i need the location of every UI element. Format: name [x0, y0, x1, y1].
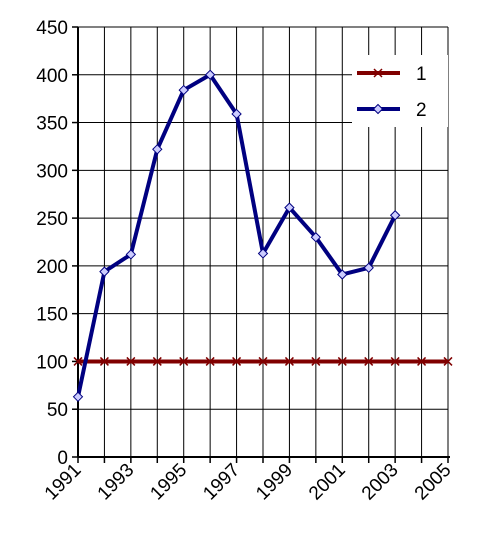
marker	[311, 356, 321, 366]
marker	[205, 356, 215, 366]
y-tick-label: 300	[36, 161, 68, 182]
marker	[126, 356, 136, 366]
legend: 12	[352, 55, 448, 127]
y-tick-label: 150	[36, 305, 68, 326]
y-tick-label: 200	[36, 257, 68, 278]
legend-box	[352, 55, 448, 127]
legend-marker	[373, 68, 383, 78]
marker	[337, 269, 348, 280]
marker	[99, 356, 109, 366]
marker	[258, 356, 268, 366]
x-tick-label: 1997	[199, 460, 244, 505]
marker	[178, 84, 189, 96]
marker	[72, 391, 84, 403]
marker	[363, 262, 374, 274]
marker	[417, 356, 427, 366]
x-tick-label: 1993	[94, 460, 139, 505]
y-tick-label: 250	[36, 209, 68, 230]
marker	[389, 210, 401, 221]
legend-marker	[372, 103, 384, 115]
marker	[232, 356, 242, 366]
marker	[390, 356, 400, 366]
x-tick-label: 1995	[147, 460, 192, 505]
marker	[257, 248, 269, 259]
x-tick-label: 2001	[305, 460, 350, 505]
y-tick-label: 100	[36, 352, 68, 373]
y-tick-label: 50	[47, 400, 68, 421]
x-tick-label: 1999	[252, 460, 297, 505]
x-tick-label: 2005	[411, 460, 456, 505]
marker	[443, 356, 453, 366]
marker	[179, 356, 189, 366]
legend-label: 2	[416, 100, 427, 121]
marker	[310, 232, 322, 243]
y-tick-label: 450	[36, 18, 68, 39]
marker	[99, 266, 110, 277]
marker	[73, 356, 83, 366]
marker	[152, 144, 163, 155]
y-tick-label: 350	[36, 114, 68, 135]
y-tick-label: 400	[36, 66, 68, 87]
marker	[125, 249, 137, 260]
y-tick-label: 0	[57, 448, 68, 469]
x-tick-label: 1991	[41, 460, 86, 505]
marker	[284, 356, 294, 366]
marker	[284, 202, 295, 213]
marker	[204, 69, 216, 80]
marker	[231, 108, 242, 120]
marker	[364, 356, 374, 366]
marker	[337, 356, 347, 366]
legend-label: 1	[416, 64, 427, 85]
marker	[152, 356, 162, 366]
x-tick-label: 2003	[358, 460, 403, 505]
